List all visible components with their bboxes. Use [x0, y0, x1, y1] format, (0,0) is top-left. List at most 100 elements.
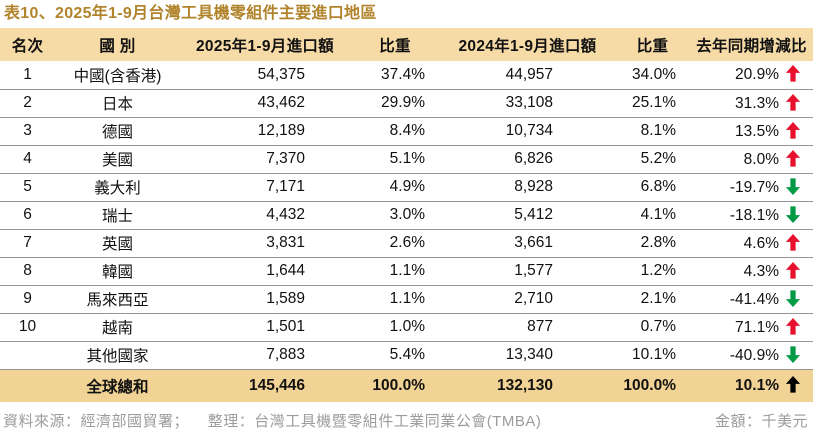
amount-2025-cell: 7,171: [266, 178, 305, 195]
share-2024-cell: 6.8%: [640, 178, 676, 195]
amount-2025-cell: 7,883: [266, 346, 305, 363]
table-row: 7 英國 3,831 2.6% 3,661 2.8% 4.6%: [0, 229, 813, 257]
footer-unit: 金額：千美元: [715, 410, 808, 431]
yoy-value: 4.6%: [743, 234, 779, 252]
amount-2025-cell: 43,462: [257, 94, 305, 111]
table-body: 1 中國(含香港) 54,375 37.4% 44,957 34.0% 20.9% 2 日本 43…: [0, 61, 813, 402]
header-country: 國 別: [99, 37, 136, 55]
share-2025-cell: 37.4%: [381, 65, 425, 83]
amount-2024-cell: 132,130: [496, 376, 553, 394]
amount-2024-cell: 2,710: [514, 290, 553, 307]
yoy-change-cell: -40.9%: [690, 341, 813, 369]
yoy-value: 4.3%: [743, 262, 779, 280]
share-2025-cell: 29.9%: [381, 94, 425, 111]
amount-2025-cell: 4,432: [266, 206, 305, 223]
yoy-change-cell: 4.3%: [690, 257, 813, 285]
rank-cell: 7: [23, 234, 32, 251]
rank-cell: 9: [23, 290, 32, 307]
country-cell: 英國: [101, 236, 133, 253]
table-row: 3 德國 12,189 8.4% 10,734 8.1% 13.5%: [0, 117, 813, 145]
amount-2024-cell: 3,661: [514, 234, 553, 251]
share-2025-cell: 3.0%: [389, 206, 425, 223]
yoy-value: 71.1%: [735, 318, 779, 336]
trend-up-icon: [785, 93, 801, 111]
yoy-change-cell: 13.5%: [690, 117, 813, 145]
yoy-change-cell: -19.7%: [690, 173, 813, 201]
share-2025-cell: 5.4%: [389, 346, 425, 363]
amount-2024-cell: 33,108: [505, 94, 553, 111]
trend-up-icon: [785, 121, 801, 139]
import-regions-table: 名次 國 別 2025年1-9月進口額 比重 2024年1-9月進口額 比重 去…: [0, 28, 813, 402]
rank-cell: 1: [23, 65, 32, 83]
yoy-value: 10.1%: [735, 377, 779, 395]
yoy-value: 13.5%: [735, 122, 779, 140]
amount-2024-cell: 5,412: [514, 206, 553, 223]
footer-unit-text: 金額：千美元: [714, 413, 808, 430]
country-cell: 美國: [101, 152, 133, 169]
yoy-value: -18.1%: [729, 206, 779, 224]
rank-cell: 8: [23, 262, 32, 279]
header-amount-2025: 2025年1-9月進口額: [196, 37, 334, 55]
table-row: 9 馬來西亞 1,589 1.1% 2,710 2.1% -41.4%: [0, 285, 813, 313]
yoy-change-cell: -18.1%: [690, 201, 813, 229]
rank-cell: 6: [23, 206, 32, 223]
header-yoy-change: 去年同期增減比: [696, 37, 807, 55]
yoy-change-cell: -41.4%: [690, 285, 813, 313]
share-2024-cell: 25.1%: [632, 94, 676, 111]
country-cell: 越南: [101, 320, 133, 337]
yoy-value: -41.4%: [729, 290, 779, 308]
trend-up-icon: [785, 65, 801, 82]
table-row: 6 瑞士 4,432 3.0% 5,412 4.1% -18.1%: [0, 201, 813, 229]
share-2024-cell: 5.2%: [640, 150, 676, 167]
yoy-value: -40.9%: [729, 346, 779, 364]
yoy-value: -19.7%: [729, 178, 779, 196]
country-cell: 德國: [101, 124, 133, 141]
share-2024-cell: 8.1%: [640, 122, 676, 139]
footer-note: 資料來源：經濟部國貿署； 整理：台灣工具機暨零組件工業同業公會(TMBA) 金額…: [0, 402, 813, 431]
yoy-value: 8.0%: [743, 150, 779, 168]
footer-source: 資料來源：經濟部國貿署； 整理：台灣工具機暨零組件工業同業公會(TMBA): [3, 410, 541, 431]
table-row: 其他國家 7,883 5.4% 13,340 10.1% -40.9%: [0, 341, 813, 369]
share-2024-cell: 2.8%: [640, 234, 676, 251]
amount-2024-cell: 877: [527, 318, 553, 335]
rank-cell: 3: [23, 122, 32, 139]
trend-up-icon: [785, 376, 801, 393]
table-header-row: 名次 國 別 2025年1-9月進口額 比重 2024年1-9月進口額 比重 去…: [0, 28, 813, 61]
header-amount-2024: 2024年1-9月進口額: [458, 37, 597, 55]
share-2025-cell: 100.0%: [372, 376, 425, 394]
trend-down-icon: [785, 177, 801, 195]
country-cell: 義大利: [94, 180, 141, 197]
share-2024-cell: 34.0%: [632, 65, 676, 83]
yoy-change-cell: 4.6%: [690, 229, 813, 257]
share-2024-cell: 1.2%: [640, 262, 676, 279]
amount-2025-cell: 1,589: [266, 290, 305, 307]
header-share-2024: 比重: [636, 37, 669, 55]
trend-up-icon: [785, 149, 801, 167]
rank-cell: 4: [23, 150, 32, 167]
share-2024-cell: 10.1%: [632, 346, 676, 363]
country-cell: 全球總和: [86, 378, 149, 396]
amount-2025-cell: 1,644: [266, 262, 305, 279]
trend-down-icon: [785, 289, 801, 307]
amount-2024-cell: 1,577: [514, 262, 553, 279]
country-cell: 其他國家: [86, 348, 149, 365]
yoy-value: 20.9%: [735, 66, 779, 84]
yoy-change-cell: 31.3%: [690, 89, 813, 117]
trend-up-icon: [785, 261, 801, 279]
share-2024-cell: 100.0%: [623, 376, 676, 394]
amount-2024-cell: 13,340: [505, 346, 553, 363]
country-cell: 中國(含香港): [73, 67, 162, 85]
table-row: 2 日本 43,462 29.9% 33,108 25.1% 31.3%: [0, 89, 813, 117]
share-2024-cell: 2.1%: [640, 290, 676, 307]
country-cell: 馬來西亞: [86, 292, 149, 309]
amount-2024-cell: 44,957: [505, 65, 553, 83]
share-2025-cell: 1.1%: [389, 290, 425, 307]
table-row: 5 義大利 7,171 4.9% 8,928 6.8% -19.7%: [0, 173, 813, 201]
header-share-2025: 比重: [379, 37, 411, 55]
rank-cell: [0, 369, 55, 402]
trend-up-icon: [785, 233, 801, 251]
yoy-value: 31.3%: [735, 94, 779, 112]
amount-2025-cell: 3,831: [266, 234, 305, 251]
amount-2025-cell: 54,375: [257, 65, 305, 83]
trend-down-icon: [785, 205, 801, 223]
